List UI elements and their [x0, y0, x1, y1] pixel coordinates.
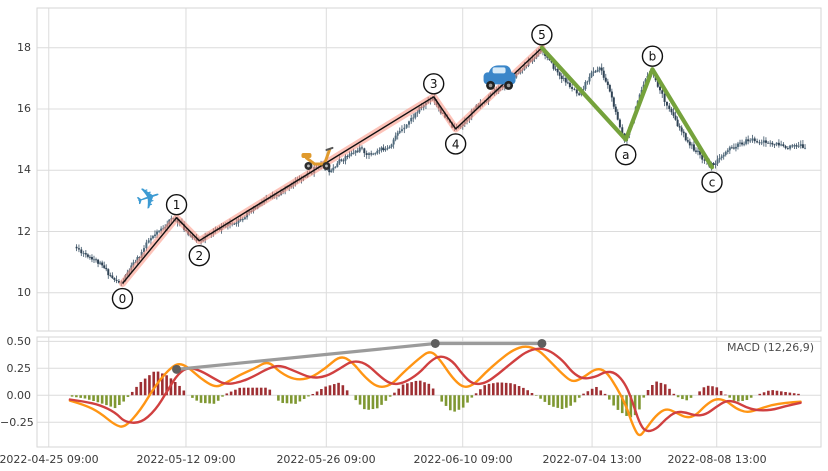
wave-label-c: c	[701, 171, 723, 193]
macd-trendline-dot	[430, 338, 440, 348]
airplane-icon: ✈	[131, 178, 166, 219]
macd-trendline	[175, 341, 544, 371]
macd-axis-tick-label: 0.50	[6, 335, 32, 348]
macd-line	[68, 345, 802, 437]
svg-text:1: 1	[173, 198, 181, 212]
macd-axis-tick-label: 0.00	[6, 389, 32, 402]
wave-label-b: b	[641, 45, 664, 67]
macd-axis-tick-label: −0.25	[0, 416, 34, 429]
macd-signal-line	[68, 347, 802, 433]
scooter-icon	[301, 146, 334, 170]
svg-text:0: 0	[119, 292, 127, 306]
x-axis-tick-label: 2022-04-25 09:00	[0, 453, 99, 466]
macd-panel-frame	[36, 336, 822, 448]
price-axis-tick-label: 18	[17, 41, 31, 54]
price-axis-tick-label: 10	[17, 286, 31, 299]
x-axis-tick-label: 2022-08-08 13:00	[667, 453, 767, 466]
price-axis-tick-label: 14	[17, 163, 31, 176]
wave-label-3: 3	[423, 73, 445, 95]
svg-text:2: 2	[195, 249, 203, 263]
wave-label-1: 1	[165, 194, 188, 216]
correction-wave-line	[539, 45, 715, 170]
svg-text:a: a	[622, 148, 629, 162]
wave-label-a: a	[615, 143, 637, 166]
wave-label-4: 4	[444, 133, 467, 155]
elliott-wave-overlay: 0 1 2 3 4 5 a b c	[111, 24, 723, 310]
x-axis-tick-label: 2022-06-10 09:00	[413, 453, 513, 466]
impulse-wave-glow-line	[119, 44, 546, 287]
svg-text:4: 4	[452, 137, 460, 151]
svg-text:5: 5	[538, 28, 546, 42]
macd-trendline-dot	[172, 364, 182, 374]
car-icon	[483, 65, 516, 90]
price-axis-tick-label: 12	[17, 225, 31, 238]
x-axis-tick-label: 2022-05-26 09:00	[276, 453, 376, 466]
macd-histogram	[70, 371, 800, 418]
svg-text:3: 3	[430, 77, 438, 91]
wave-label-0: 0	[111, 287, 134, 310]
macd-indicator-label: MACD (12,26,9)	[726, 341, 814, 354]
price-panel-frame	[36, 7, 822, 332]
x-axis-tick-label: 2022-05-12 09:00	[136, 453, 236, 466]
x-axis-tick-label: 2022-07-04 13:00	[542, 453, 642, 466]
macd-axis-tick-label: 0.25	[6, 362, 32, 375]
price-axis-tick-label: 16	[17, 102, 31, 115]
svg-text:✈: ✈	[131, 178, 166, 219]
svg-text:c: c	[709, 176, 716, 190]
impulse-wave-line	[121, 47, 543, 284]
svg-text:b: b	[649, 50, 657, 64]
macd-trendline-dot	[537, 338, 547, 348]
wave-label-5: 5	[531, 24, 553, 46]
wave-label-2: 2	[188, 244, 210, 267]
